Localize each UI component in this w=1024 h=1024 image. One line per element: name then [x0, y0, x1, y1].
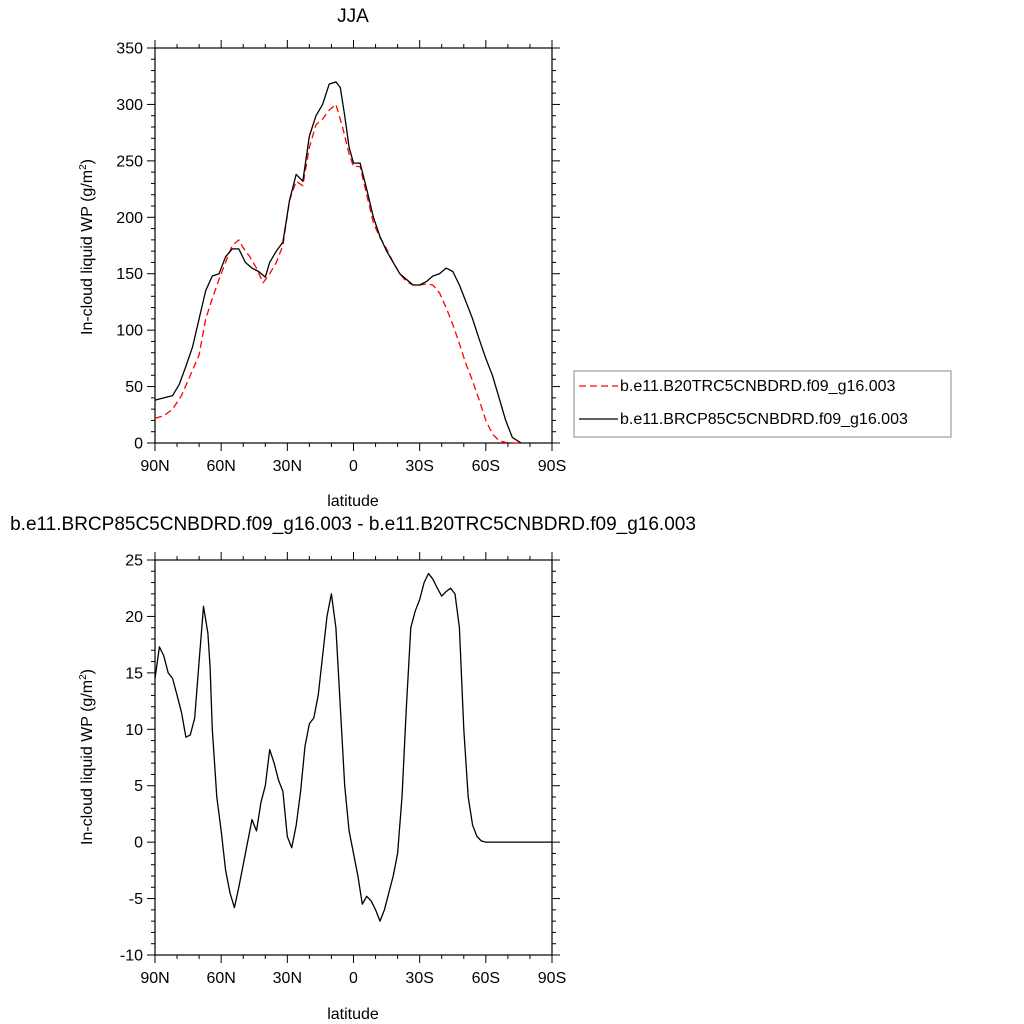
top-panel: JJA 0 50 100 150 200 250 300 350 90N 60N 30N 0 30S 60…: [78, 6, 952, 510]
chart2-x-tick-label: 90N: [140, 970, 169, 987]
chart2-y-tick-label: 25: [125, 553, 143, 570]
top-y-axis-label: In-cloud liquid WP (g/m2): [78, 159, 96, 335]
legend: b.e11.B20TRC5CNBDRD.f09_g16.003 b.e11.BR…: [573, 370, 952, 438]
top-plot-area: 0 50 100 150 200 250 300 350 90N 60N 30N 0 30S 60S 90S: [116, 40, 566, 475]
chart1-x-tick-label: 30S: [405, 458, 433, 475]
chart2-y-tick-label: 5: [134, 778, 143, 795]
chart2-x-tick-label: 30S: [405, 970, 433, 987]
legend-label-series-2: b.e11.BRCP85C5CNBDRD.f09_g16.003: [620, 411, 908, 428]
chart1-x-tick-label: 60N: [206, 458, 235, 475]
chart2-y-tick-label: 20: [125, 609, 143, 626]
chart1-y-tick-label: 250: [116, 153, 143, 170]
bottom-panel-title: b.e11.BRCP85C5CNBDRD.f09_g16.003 - b.e11…: [10, 514, 696, 535]
chart1-x-tick-label: 30N: [273, 458, 302, 475]
chart1-y-tick-label: 0: [134, 436, 143, 453]
chart1-y-tick-label: 200: [116, 210, 143, 227]
chart1-x-tick-label: 90N: [140, 458, 169, 475]
chart2-series-1-line: [154, 572, 552, 922]
chart1-plot-frame: [154, 47, 553, 444]
chart1-x-tick-label: 90S: [538, 458, 566, 475]
bottom-plot-area: -10 -5 0 5 10 15 20 25 90N 60N 30N 0 30S 60S 90S: [120, 552, 566, 987]
chart1-y-tick-label: 350: [116, 41, 143, 58]
bottom-y-axis-label-close: ): [79, 669, 96, 674]
top-y-axis-label-main: In-cloud liquid WP (g/m: [79, 170, 96, 335]
legend-label-series-1: b.e11.B20TRC5CNBDRD.f09_g16.003: [620, 378, 896, 395]
chart2-y-tick-label: -10: [120, 948, 143, 965]
chart2-x-tick-label: 60N: [206, 970, 235, 987]
bottom-y-axis-label-main: In-cloud liquid WP (g/m: [79, 680, 96, 845]
chart2-x-tick-label: 0: [349, 970, 358, 987]
chart1-y-tick-label: 300: [116, 97, 143, 114]
chart1-series-1-line: [154, 103, 522, 444]
chart1-y-tick-label: 100: [116, 323, 143, 340]
chart2-x-tick-label: 30N: [273, 970, 302, 987]
chart2-x-tick-label: 60S: [472, 970, 500, 987]
top-y-axis-label-close: ): [79, 159, 96, 164]
chart1-x-tick-label: 60S: [472, 458, 500, 475]
bottom-y-axis-label: In-cloud liquid WP (g/m2): [78, 669, 96, 845]
chart1-series-2-line: [154, 81, 522, 444]
chart2-x-tick-label: 90S: [538, 970, 566, 987]
chart2-y-tick-label: 10: [125, 722, 143, 739]
chart1-y-tick-label: 50: [125, 379, 143, 396]
chart1-y-tick-label: 150: [116, 266, 143, 283]
chart2-y-tick-label: -5: [129, 891, 143, 908]
top-x-axis-label: latitude: [327, 493, 379, 510]
chart1-x-tick-label: 0: [349, 458, 358, 475]
bottom-x-axis-label: latitude: [327, 1006, 379, 1023]
top-panel-title: JJA: [337, 6, 369, 27]
chart2-y-tick-label: 0: [134, 835, 143, 852]
chart2-y-tick-label: 15: [125, 665, 143, 682]
legend-box: [573, 370, 952, 438]
bottom-y-axis-label-sup: 2: [78, 674, 89, 680]
top-y-axis-label-sup: 2: [78, 164, 89, 170]
bottom-panel: b.e11.BRCP85C5CNBDRD.f09_g16.003 - b.e11…: [10, 514, 696, 1023]
